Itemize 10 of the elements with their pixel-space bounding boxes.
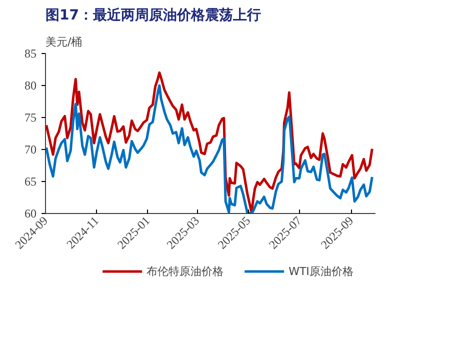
chart-title: 图17：最近两周原油价格震荡上行 [46,6,261,24]
y-tick-label: 80 [24,78,36,92]
y-tick-label: 85 [24,46,36,60]
y-tick-label: 65 [24,174,36,188]
legend-label: WTI原油价格 [288,264,354,278]
y-tick-label: 70 [24,142,36,156]
y-axis-title: 美元/桶 [46,36,82,48]
y-tick-label: 75 [24,110,36,124]
legend-label: 布伦特原油价格 [146,264,224,278]
y-tick-label: 60 [24,206,36,220]
